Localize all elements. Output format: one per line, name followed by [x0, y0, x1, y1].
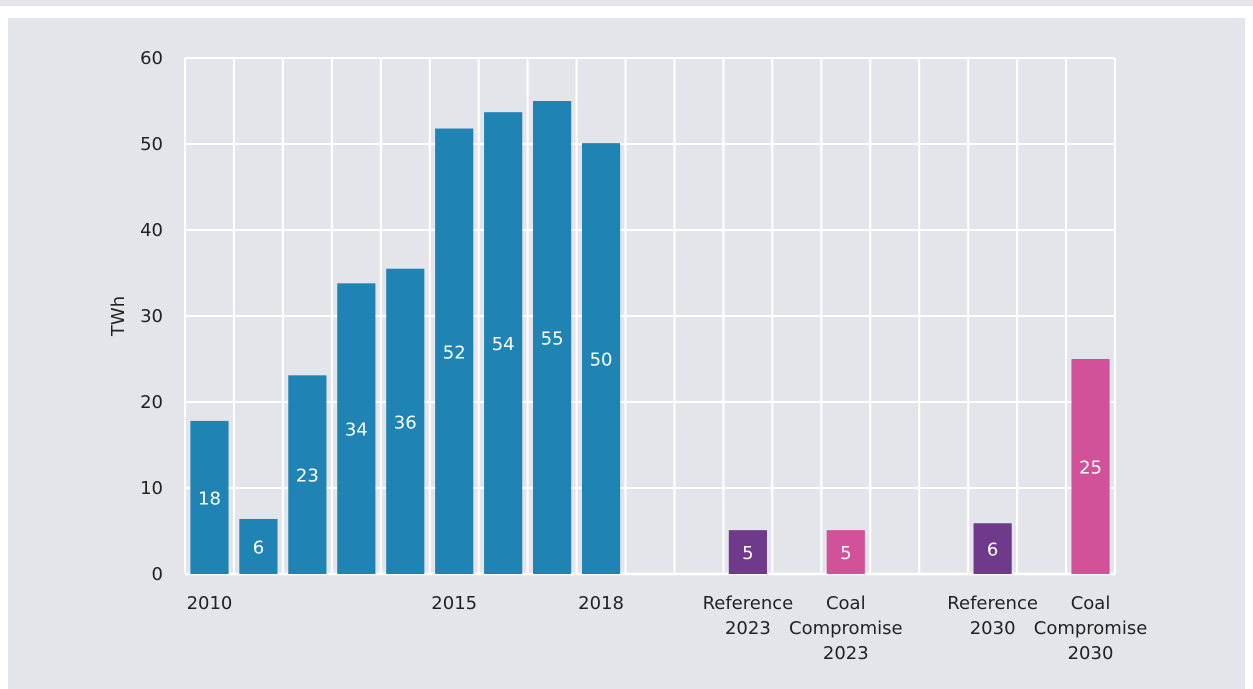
data-label: 5 — [840, 543, 851, 564]
x-tick-label: Reference 2030 — [947, 593, 1038, 639]
bar — [581, 143, 621, 574]
bar — [533, 101, 572, 574]
x-tick-label: 2018 — [578, 593, 624, 614]
x-tick-label: Coal Compromise 2023 — [789, 593, 903, 664]
bar — [826, 530, 865, 574]
x-tick-label: Reference 2023 — [703, 593, 794, 639]
bar — [288, 375, 327, 574]
bar — [435, 128, 474, 574]
bar — [190, 420, 229, 574]
data-label: 5 — [742, 543, 753, 564]
bar — [973, 523, 1012, 574]
data-label: 23 — [296, 466, 319, 487]
data-label: 34 — [345, 420, 368, 441]
x-tick-label: Coal Compromise 2030 — [1034, 593, 1148, 664]
bar — [337, 283, 376, 574]
data-label: 6 — [987, 540, 998, 561]
top-strip — [0, 0, 1253, 6]
bars — [190, 101, 1110, 575]
x-tick-label: 2015 — [431, 593, 477, 614]
y-tick-label: 30 — [140, 306, 163, 327]
bar — [728, 530, 767, 574]
y-tick-label: 60 — [140, 48, 163, 69]
data-label: 52 — [443, 342, 466, 363]
data-label: 54 — [492, 334, 515, 355]
y-tick-label: 20 — [140, 392, 163, 413]
data-label: 55 — [541, 329, 564, 350]
data-label: 36 — [394, 412, 417, 433]
bar — [386, 268, 425, 574]
data-label: 50 — [590, 350, 613, 371]
x-tick-label: 2010 — [187, 593, 233, 614]
bar — [484, 112, 523, 575]
y-tick-label: 0 — [152, 564, 163, 585]
y-tick-label: 50 — [140, 134, 163, 155]
y-axis-label: TWh — [108, 296, 129, 337]
y-tick-label: 10 — [140, 478, 163, 499]
data-label: 6 — [253, 537, 264, 558]
bar — [1071, 359, 1110, 574]
y-tick-label: 40 — [140, 220, 163, 241]
data-label: 25 — [1079, 458, 1102, 479]
data-label: 18 — [198, 488, 221, 509]
bar — [239, 518, 278, 574]
y-axis: 0 10 20 30 40 50 60 — [140, 48, 163, 585]
